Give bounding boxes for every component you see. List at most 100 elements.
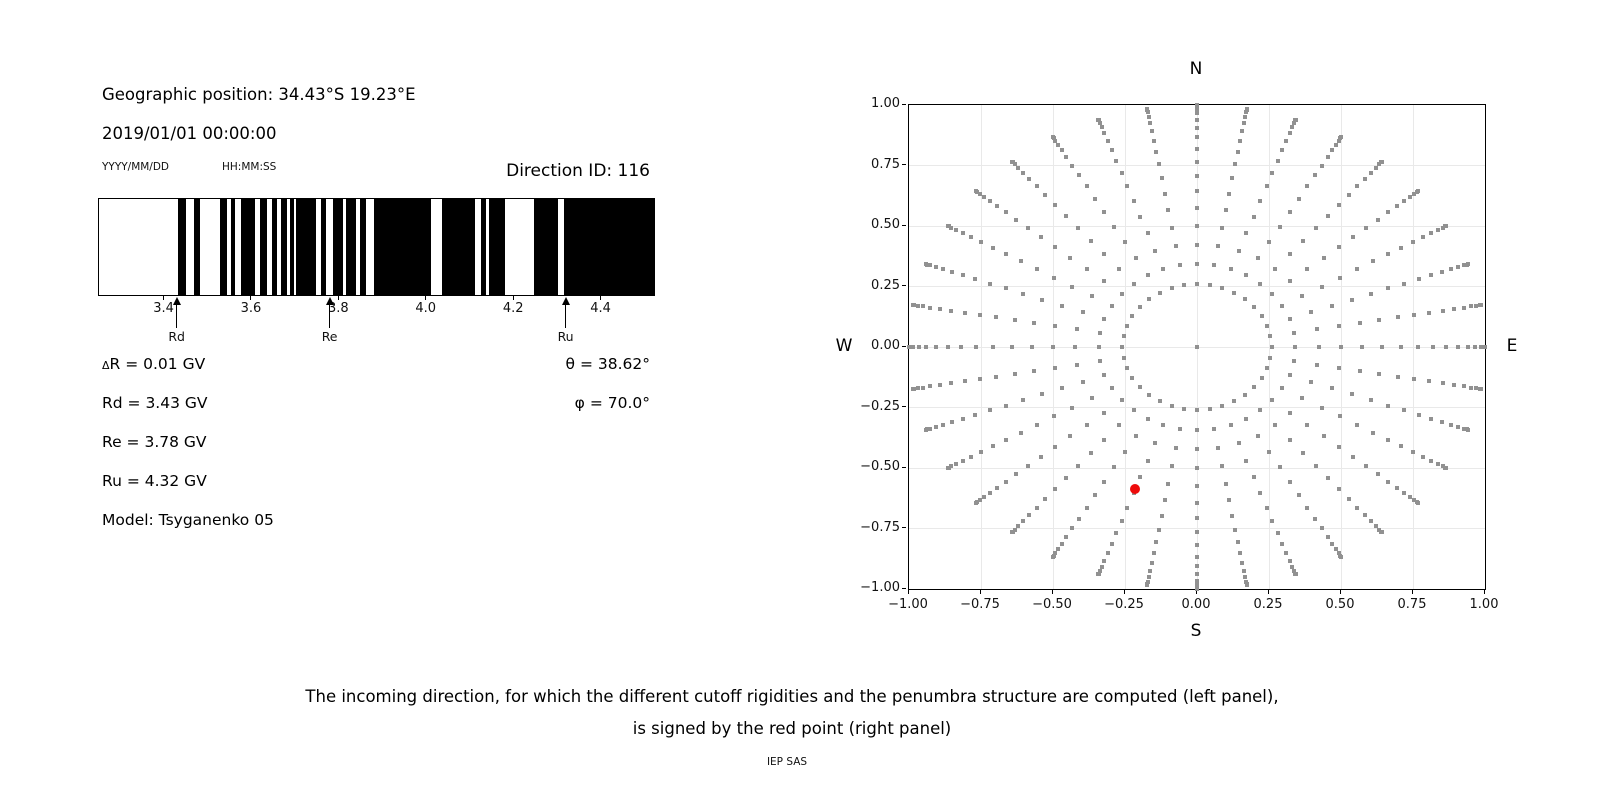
direction-grid-dot bbox=[1207, 406, 1212, 411]
direction-grid-dot bbox=[968, 454, 973, 459]
penumbra-tick-label: 4.2 bbox=[502, 301, 524, 316]
direction-grid-dot bbox=[1440, 381, 1445, 386]
direction-grid-dot bbox=[960, 416, 965, 421]
direction-grid-dot bbox=[1098, 359, 1102, 364]
direction-grid-dot bbox=[1120, 345, 1125, 349]
direction-grid-dot bbox=[1055, 547, 1060, 552]
direction-grid-dot bbox=[1177, 426, 1182, 431]
direction-grid-dot bbox=[977, 377, 982, 382]
direction-grid-dot bbox=[1053, 138, 1058, 143]
direction-grid-dot bbox=[981, 495, 986, 500]
y-tick-label: −0.25 bbox=[860, 398, 900, 414]
penumbra-black-band bbox=[289, 199, 294, 295]
direction-grid-dot bbox=[1195, 578, 1199, 583]
direction-grid-dot bbox=[1478, 387, 1483, 392]
direction-grid-dot bbox=[1452, 306, 1457, 311]
direction-grid-dot bbox=[1169, 225, 1174, 230]
y-tick-label: 0.50 bbox=[871, 217, 900, 232]
penumbra-black-band bbox=[481, 199, 486, 295]
direction-grid-dot bbox=[1130, 376, 1135, 381]
direction-grid-dot bbox=[1012, 162, 1017, 167]
direction-grid-dot bbox=[933, 345, 938, 349]
direction-grid-dot bbox=[1148, 121, 1152, 126]
direction-grid-dot bbox=[1073, 345, 1078, 349]
direction-grid-dot bbox=[995, 485, 1000, 490]
direction-grid-dot bbox=[977, 312, 982, 317]
direction-grid-dot bbox=[1102, 210, 1107, 215]
direction-grid-dot bbox=[968, 235, 973, 240]
direction-grid-dot bbox=[1212, 263, 1217, 268]
direction-grid-dot bbox=[1336, 138, 1341, 143]
direction-grid-dot bbox=[945, 345, 950, 349]
penumbra-black-band bbox=[360, 199, 367, 295]
direction-grid-dot bbox=[1240, 129, 1245, 133]
direction-grid-dot bbox=[1018, 430, 1023, 435]
x-tick-label: 0.00 bbox=[1181, 597, 1211, 612]
direction-grid-dot bbox=[1119, 170, 1124, 175]
direction-grid-dot bbox=[991, 345, 996, 349]
direction-grid-dot bbox=[1034, 422, 1039, 427]
re-arrow-label: Re bbox=[321, 329, 338, 344]
penumbra-tick-label: 4.0 bbox=[415, 301, 437, 316]
direction-grid-dot bbox=[1166, 481, 1171, 486]
direction-grid-dot bbox=[1280, 303, 1285, 308]
direction-grid-dot bbox=[1068, 255, 1073, 260]
x-tick-label: −0.25 bbox=[1104, 597, 1144, 612]
direction-grid-dot bbox=[974, 500, 979, 505]
direction-grid-dot bbox=[1284, 138, 1289, 143]
direction-grid-dot bbox=[954, 228, 959, 233]
direction-grid-dot bbox=[1368, 170, 1373, 175]
direction-grid-dot bbox=[1312, 173, 1317, 178]
direction-grid-dot bbox=[973, 277, 978, 282]
direction-grid-dot bbox=[1051, 135, 1055, 140]
direction-grid-dot bbox=[1259, 313, 1264, 318]
y-axis-tick bbox=[902, 164, 906, 165]
direction-grid-dot bbox=[1468, 385, 1473, 390]
direction-grid-dot bbox=[1362, 176, 1367, 181]
x-tick-label: 0.75 bbox=[1397, 597, 1427, 612]
x-tick-label: 0.25 bbox=[1253, 597, 1283, 612]
direction-grid-dot bbox=[1159, 176, 1164, 181]
direction-grid-dot bbox=[1284, 551, 1289, 556]
direction-grid-dot bbox=[1244, 416, 1249, 421]
penumbra-axis-tick bbox=[600, 296, 602, 300]
direction-grid-dot bbox=[1077, 173, 1082, 178]
model-text: Model: Tsyganenko 05 bbox=[102, 511, 274, 529]
direction-grid-dot bbox=[1243, 575, 1248, 580]
direction-grid-dot bbox=[1051, 275, 1056, 280]
direction-grid-dot bbox=[1293, 572, 1298, 577]
direction-grid-dot bbox=[949, 381, 954, 386]
direction-grid-dot bbox=[1151, 551, 1156, 556]
direction-grid-dot bbox=[1398, 345, 1403, 349]
direction-grid-dot bbox=[1357, 320, 1362, 325]
direction-grid-dot bbox=[1410, 449, 1415, 454]
direction-grid-dot bbox=[1053, 202, 1058, 207]
direction-grid-dot bbox=[1102, 479, 1107, 484]
direction-grid-dot bbox=[911, 345, 916, 349]
direction-grid-dot bbox=[1444, 224, 1449, 228]
direction-grid-dot bbox=[1195, 554, 1199, 559]
direction-grid-dot bbox=[1314, 362, 1319, 367]
direction-grid-dot bbox=[1280, 386, 1285, 391]
direction-grid-dot bbox=[1235, 149, 1240, 154]
direction-grid-dot bbox=[1296, 196, 1301, 201]
direction-grid-dot bbox=[1012, 317, 1017, 322]
direction-grid-dot bbox=[1076, 464, 1080, 469]
direction-grid-dot bbox=[1105, 138, 1110, 143]
penumbra-black-band bbox=[272, 199, 277, 295]
rd-value: Rd = 3.43 GV bbox=[102, 394, 208, 412]
direction-grid-dot bbox=[1339, 345, 1343, 349]
direction-grid-dot bbox=[1245, 106, 1249, 111]
direction-grid-dot bbox=[1003, 286, 1008, 291]
direction-grid-dot bbox=[1258, 281, 1263, 286]
direction-grid-dot bbox=[1377, 527, 1382, 532]
direction-grid-dot bbox=[1351, 235, 1355, 239]
x-axis-tick bbox=[1123, 590, 1125, 594]
x-tick-label: 0.50 bbox=[1325, 597, 1355, 612]
direction-grid-dot bbox=[1119, 291, 1124, 296]
direction-grid-dot bbox=[1255, 256, 1260, 261]
direction-grid-dot bbox=[1038, 235, 1043, 239]
direction-grid-dot bbox=[1380, 345, 1385, 349]
direction-grid-dot bbox=[1415, 345, 1420, 349]
direction-grid-dot bbox=[1402, 198, 1407, 203]
